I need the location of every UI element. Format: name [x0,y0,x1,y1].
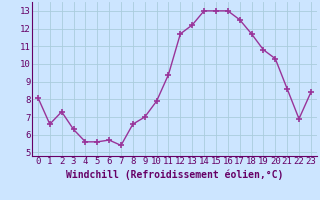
X-axis label: Windchill (Refroidissement éolien,°C): Windchill (Refroidissement éolien,°C) [66,169,283,180]
